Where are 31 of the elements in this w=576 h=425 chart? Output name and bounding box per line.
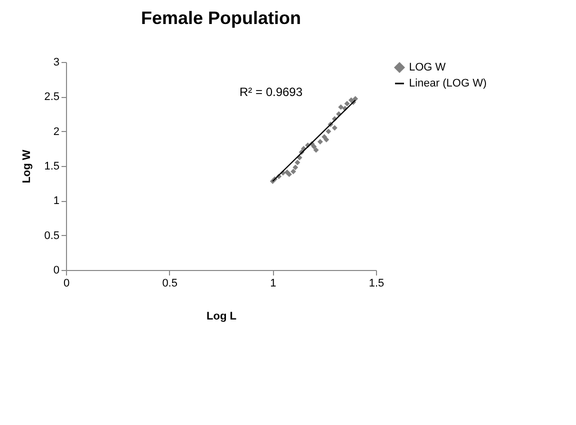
point [344, 100, 350, 106]
point [294, 160, 300, 166]
y-tick-label: 2.5 [44, 91, 60, 104]
point [317, 138, 323, 144]
y-tick-label: 0.5 [44, 230, 60, 242]
y-tick-label: 0 [53, 264, 60, 276]
legend-label: Linear (LOG W) [409, 78, 487, 90]
point [292, 164, 298, 170]
x-axis-title: Log L [206, 310, 237, 322]
x-tick-label: 0.5 [162, 278, 178, 290]
x-tick-label: 0 [63, 278, 70, 290]
point [352, 96, 358, 102]
point [313, 147, 319, 153]
chart-title: Female Population [140, 8, 302, 28]
y-tick-label: 2 [53, 126, 60, 138]
point [326, 128, 332, 134]
y-tick-label: 1 [53, 195, 60, 208]
y-axis-title: Log W [21, 149, 34, 184]
point [290, 168, 296, 174]
y-tick-label: 1.5 [44, 160, 60, 172]
point [338, 104, 344, 110]
legend-label: LOG W [409, 62, 446, 74]
annotation: R² = 0.9693 [239, 85, 303, 99]
point [286, 172, 292, 178]
point [322, 134, 328, 140]
y-tick-label: 3 [53, 56, 60, 68]
x-tick-label: 1.5 [368, 278, 384, 290]
x-tick-label: 1 [270, 278, 276, 290]
point [324, 136, 330, 142]
point [332, 125, 338, 131]
point [311, 144, 317, 150]
